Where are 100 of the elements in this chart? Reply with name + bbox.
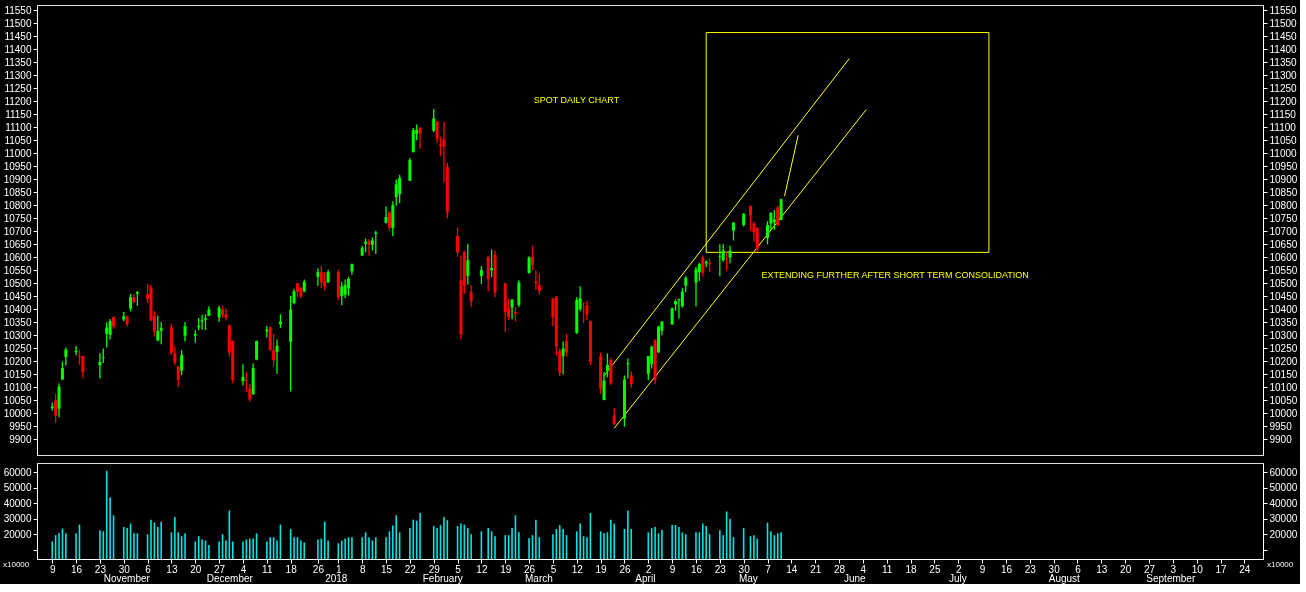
- x-tick-label: 7: [765, 563, 772, 575]
- x-tick-label: 27: [1143, 563, 1156, 575]
- y2-tick-label: 11300: [1269, 69, 1297, 81]
- x2-tick-label: February: [422, 572, 463, 584]
- y-tick-label: 10950: [3, 160, 32, 172]
- y-tick-label: 10000: [3, 407, 32, 419]
- x-tick-label: 18: [285, 563, 298, 575]
- x-tick-label: 24: [1239, 563, 1251, 575]
- x-tick-label: 16: [690, 563, 703, 575]
- y2-tick-label: 10950: [1269, 160, 1298, 172]
- y-tick-label: 10650: [3, 238, 32, 250]
- y2-tick-label: 10700: [1269, 225, 1298, 237]
- y-tick-label: 10550: [3, 264, 32, 276]
- y-tick-label: 50000: [3, 482, 32, 494]
- y-tick-label: 40000: [3, 497, 32, 509]
- y2-tick-label: 60000: [1269, 466, 1298, 478]
- y2-tick-label: 10050: [1269, 394, 1298, 406]
- annotation: SPOT DAILY CHART: [533, 94, 620, 105]
- annotation: EXTENDING FURTHER AFTER SHORT TERM CONSOLIDATION: [761, 270, 1029, 280]
- y2-tick-label: 11450: [1269, 30, 1297, 42]
- y-tick-label: 20000: [3, 528, 32, 540]
- x-tick-label: 30: [1048, 563, 1061, 575]
- x-tick-label: 2: [646, 563, 653, 575]
- x2-tick-label: December: [206, 572, 254, 584]
- x-tick-label: 12: [476, 563, 488, 575]
- x-tick-label: 9: [669, 563, 676, 575]
- x-tick-label: 9: [49, 563, 56, 575]
- y2-tick-label: 10350: [1269, 316, 1298, 328]
- x-tick-label: 26: [619, 563, 631, 575]
- y2-tick-label: 10400: [1269, 303, 1298, 315]
- y2-tick-label: 9950: [1269, 420, 1293, 432]
- y2-tick-label: 10600: [1269, 251, 1298, 263]
- y2-tick-label: 40000: [1269, 497, 1298, 509]
- y-tick-label: 10750: [3, 212, 32, 224]
- x-tick-label: 20: [1120, 563, 1132, 575]
- y2-tick-label: 10500: [1269, 277, 1298, 289]
- x-tick-label: 3: [1170, 563, 1177, 575]
- x-tick-label: 23: [714, 563, 727, 575]
- y-tick-label: 11400: [4, 43, 32, 55]
- x2-tick-label: April: [635, 572, 656, 584]
- x-tick-label: 17: [1215, 563, 1228, 575]
- x-tick-label: 12: [571, 563, 584, 575]
- x-tick-label: 23: [1024, 563, 1037, 575]
- x-tick-label: 13: [1096, 563, 1108, 575]
- y-tick-label: 10100: [3, 381, 32, 393]
- y-tick-label: 11050: [4, 134, 32, 146]
- y-axis-title: x10000: [3, 560, 30, 569]
- y-tick-label: 60000: [3, 466, 32, 478]
- y2-tick-label: 10750: [1269, 212, 1298, 224]
- x-tick-label: 19: [595, 563, 608, 575]
- x-tick-label: 10: [1191, 563, 1204, 575]
- y-tick-label: 9950: [9, 420, 32, 432]
- x-tick-label: 9: [979, 563, 986, 575]
- y-tick-label: 10300: [3, 329, 32, 341]
- y-tick-label: 11000: [4, 147, 32, 159]
- y-tick-label: 10400: [3, 303, 32, 315]
- y2-tick-label: 10900: [1269, 173, 1298, 185]
- x2-tick-label: May: [738, 572, 758, 584]
- y-tick-label: 10850: [3, 186, 32, 198]
- x-tick-label: 14: [786, 563, 798, 575]
- y-tick-label: 10800: [3, 199, 32, 211]
- x-tick-label: 27: [214, 563, 226, 575]
- x2-tick-label: July: [948, 572, 967, 584]
- x-tick-label: 5: [550, 563, 557, 575]
- x-tick-label: 5: [455, 563, 462, 575]
- x2-tick-label: November: [103, 572, 151, 584]
- x-tick-label: 8: [359, 563, 366, 575]
- y-tick-label: 30000: [3, 513, 32, 525]
- y-tick-label: 11450: [4, 30, 32, 42]
- y-tick-label: 10350: [3, 316, 32, 328]
- y2-tick-label: 50000: [1269, 482, 1298, 494]
- x-tick-label: 6: [1075, 563, 1082, 575]
- x2-tick-label: August: [1048, 572, 1081, 584]
- y2-tick-label: 10150: [1269, 368, 1298, 380]
- y-tick-label: 11100: [5, 121, 32, 133]
- y2-tick-label: 9900: [1269, 433, 1293, 445]
- x-tick-label: 23: [94, 563, 107, 575]
- x-tick-label: 2: [955, 563, 962, 575]
- x-tick-label: 26: [524, 563, 536, 575]
- x-tick-label: 11: [262, 563, 273, 575]
- y2-tick-label: 10300: [1269, 329, 1298, 341]
- x-tick-label: 29: [428, 563, 441, 575]
- y-tick-label: 10250: [3, 342, 32, 354]
- y2-tick-label: 11050: [1269, 134, 1297, 146]
- x-tick-label: 30: [738, 563, 751, 575]
- x-tick-label: 30: [118, 563, 131, 575]
- y2-tick-label: 10450: [1269, 290, 1298, 302]
- y-tick-label: 10200: [3, 355, 32, 367]
- y2-tick-label: 11250: [1269, 82, 1297, 94]
- x2-tick-label: 2018: [325, 572, 348, 584]
- y2-tick-label: 11150: [1269, 108, 1297, 120]
- x-tick-label: 25: [929, 563, 941, 575]
- y2-tick-label: 11500: [1269, 17, 1297, 29]
- x2-tick-label: September: [1146, 572, 1196, 584]
- x-tick-label: 26: [312, 563, 325, 575]
- x-tick-label: 22: [404, 563, 417, 575]
- y2-tick-label: 10650: [1269, 238, 1298, 250]
- x-tick-label: 16: [1000, 563, 1013, 575]
- y2-tick-label: 10250: [1269, 342, 1298, 354]
- y-tick-label: 11350: [4, 56, 32, 68]
